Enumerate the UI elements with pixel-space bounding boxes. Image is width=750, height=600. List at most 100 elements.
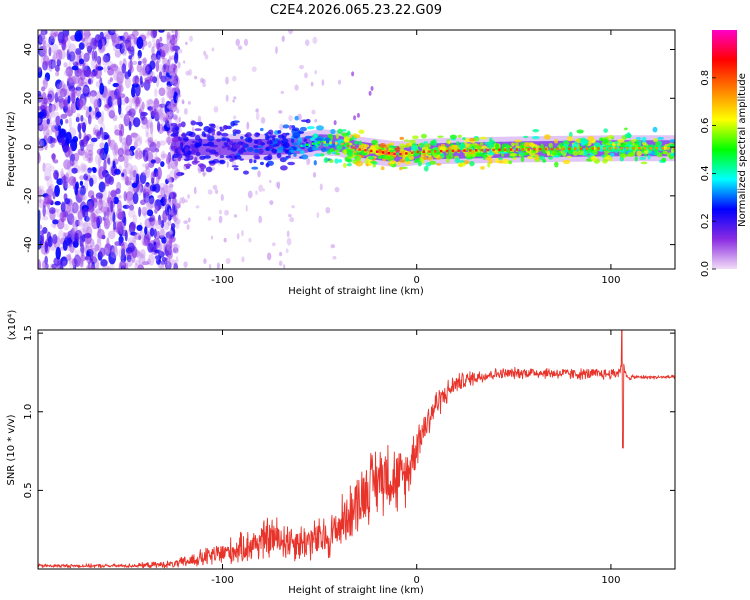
faint-speck	[168, 67, 173, 76]
faint-speck	[166, 60, 171, 66]
noise-speck	[142, 149, 149, 162]
noise-speck	[70, 103, 75, 110]
ridge-blob	[662, 150, 668, 155]
noise-speck	[135, 251, 143, 260]
noise-speck	[44, 72, 51, 82]
ridge-core-segment	[410, 151, 414, 154]
noise-speck	[38, 34, 47, 44]
spectrogram-faint-background	[165, 30, 342, 269]
noise-speck	[79, 175, 85, 180]
ridge-blob	[577, 149, 584, 156]
noise-speck	[47, 235, 53, 248]
stray-speck	[368, 90, 372, 96]
noise-speck	[128, 33, 135, 40]
noise-speck	[174, 30, 178, 39]
ridge-blob	[532, 128, 540, 133]
ridge-blob	[313, 133, 318, 138]
noise-speck	[38, 185, 45, 192]
y-tick-label: 1.5	[23, 325, 34, 341]
ridge-blob	[455, 141, 460, 146]
faint-speck	[188, 68, 193, 76]
noise-speck	[114, 129, 122, 136]
noise-speck	[143, 183, 152, 195]
figure-title: C2E4.2026.065.23.22.G09	[270, 3, 442, 18]
noise-speck	[116, 71, 124, 85]
noise-speck	[149, 227, 155, 237]
ridge-core-segment	[416, 150, 420, 154]
ridge-blob	[364, 144, 370, 148]
ridge-blob	[388, 149, 395, 153]
noise-speck	[115, 188, 121, 195]
noise-speck	[82, 222, 89, 235]
noise-speck	[97, 199, 103, 211]
spectrogram-image	[38, 30, 675, 269]
ridge-blob	[566, 155, 572, 159]
ridge-core-segment	[603, 147, 606, 150]
faint-speck	[236, 233, 240, 240]
ridge-core-segment	[422, 150, 425, 154]
ridge-blob	[661, 157, 667, 162]
ridge-core-segment	[492, 148, 495, 152]
noise-speck	[56, 178, 64, 186]
ridge-core-segment	[399, 152, 402, 156]
noise-speck	[62, 260, 67, 267]
noise-speck	[73, 176, 77, 184]
ridge-core-segment	[649, 147, 653, 150]
faint-speck	[175, 86, 179, 90]
faint-speck	[168, 198, 173, 207]
ridge-blob	[457, 162, 463, 168]
noise-speck	[120, 265, 126, 269]
ridge-blob	[334, 149, 340, 153]
faint-speck	[169, 104, 175, 110]
noise-speck	[103, 66, 107, 73]
noise-speck	[110, 190, 117, 198]
ridge-blob	[364, 158, 369, 165]
faint-speck	[316, 212, 320, 219]
noise-speck	[48, 59, 56, 70]
noise-speck	[63, 62, 68, 68]
faint-speck	[319, 183, 323, 191]
noise-speck	[159, 227, 166, 239]
ridge-blob	[225, 155, 233, 159]
ridge-blob	[602, 138, 609, 144]
noise-speck	[129, 65, 134, 73]
ridge-blob	[531, 136, 540, 140]
noise-speck	[70, 153, 79, 165]
ridge-blob	[386, 143, 390, 148]
ridge-blob	[242, 170, 249, 175]
noise-speck	[122, 204, 130, 209]
ridge-blob	[293, 153, 297, 157]
noise-speck	[38, 152, 42, 165]
ridge-blob	[652, 126, 658, 133]
noise-speck	[116, 221, 122, 229]
noise-speck	[50, 142, 54, 149]
noise-speck	[92, 110, 96, 116]
stray-speck	[356, 112, 360, 118]
ridge-blob	[627, 152, 634, 157]
noise-speck	[149, 60, 156, 70]
ridge-blob	[276, 153, 282, 159]
ridge-core-segment	[544, 147, 548, 151]
faint-speck	[183, 108, 188, 115]
noise-speck	[74, 30, 83, 42]
noise-speck	[38, 45, 46, 57]
ridge-blob	[254, 132, 260, 138]
faint-speck	[175, 250, 179, 254]
ridge-blob	[481, 154, 489, 158]
noise-speck	[104, 247, 109, 254]
faint-speck	[278, 260, 283, 267]
noise-speck	[156, 166, 162, 180]
noise-speck	[141, 124, 149, 130]
noise-speck	[115, 38, 123, 45]
ridge-blob	[257, 148, 264, 155]
noise-speck	[149, 75, 154, 82]
noise-speck	[51, 43, 59, 54]
noise-speck	[78, 67, 84, 78]
noise-speck	[71, 216, 78, 228]
faint-speck	[279, 251, 283, 257]
ridge-blob	[599, 137, 604, 141]
noise-speck	[82, 86, 89, 94]
noise-speck	[75, 116, 80, 123]
noise-speck	[136, 224, 143, 231]
